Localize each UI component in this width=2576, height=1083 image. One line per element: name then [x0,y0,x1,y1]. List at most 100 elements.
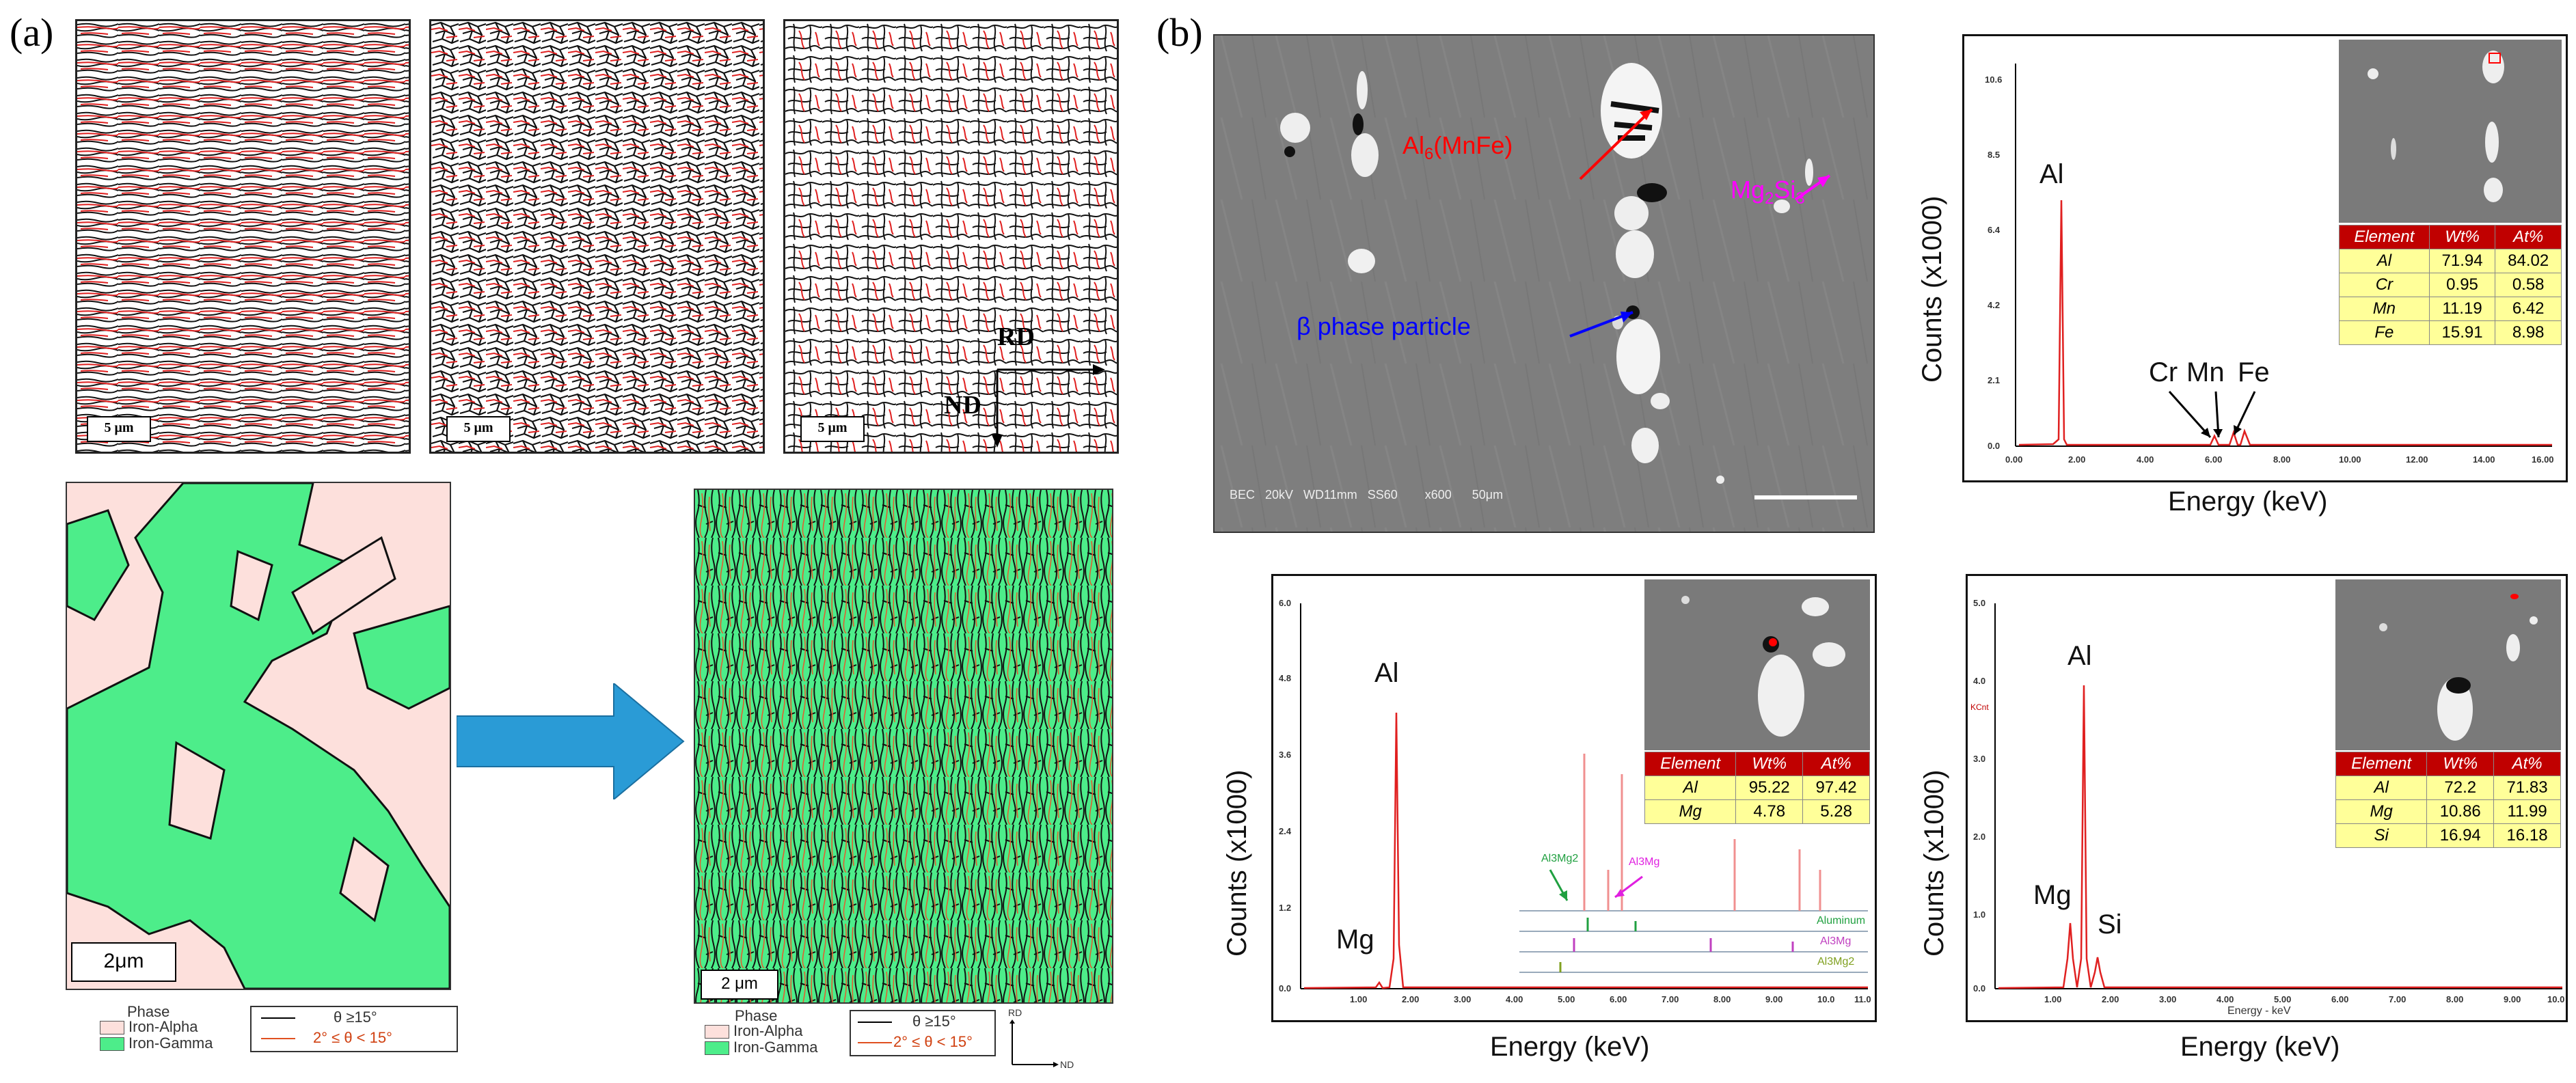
eds-3-plot [1994,603,2562,989]
eds3-ylabel: Counts (x1000) [1919,769,1949,957]
eds3-cell: 72.2 [2426,776,2495,800]
eds2-xtick-2: 3.00 [1454,994,1472,1004]
grain-boundary-pattern-3 [785,21,1117,452]
eds-spectrum-1: 10.6 8.5 6.4 4.2 2.1 0.0 0.00 2.00 4.00 … [1962,34,2568,482]
legend-title: Phase [127,1003,170,1020]
eds2-ytick-4: 1.2 [1279,903,1292,913]
eds1-peak-mn: Mn [2186,357,2225,387]
eds3-cell: 10.86 [2426,799,2495,824]
scale-bar-phase-after: 2 μm [701,970,778,1000]
label-mg-sub: 2 [1765,189,1774,208]
eds1-cell: 15.91 [2428,320,2496,345]
eds1-ytick-4: 2.1 [1988,375,2001,385]
hagb-line [261,1017,295,1019]
eds1-peak-fe: Fe [2238,357,2270,387]
eds-2-plot [1300,603,1868,989]
eds2-cell: Mg [1644,799,1737,824]
sem-micrograph: Al6(MnFe) Mg2Si3 β phase particle BEC 20… [1213,34,1875,533]
eds-spectrum-3: 5.0 4.0 3.0 2.0 1.0 0.0 KCnt 1.00 2.00 3… [1966,574,2568,1022]
eds2-ref-al3mg2-a: Al3Mg2 [1541,853,1579,864]
eds1-ylabel: Counts (x1000) [1917,195,1947,383]
label-si-text: Si [1774,176,1796,204]
eds1-inset-graphic [2339,40,2562,223]
eds2-peak-al: Al [1374,658,1399,688]
eds2-xtick-5: 6.00 [1610,994,1627,1004]
eds2-ref-al3mg-b: Al3Mg [1820,935,1852,947]
eds3-ytick-5: 0.0 [1973,983,1986,993]
eds3-cell: 11.99 [2493,799,2561,824]
eds2-inset-graphic [1644,579,1870,750]
eds1-cell: Al [2339,249,2430,273]
eds2-xtick-0: 1.00 [1350,994,1368,1004]
eds3-cell: Mg [2335,799,2428,824]
eds1-cell: 0.95 [2428,273,2496,297]
label-si-sub: 3 [1795,189,1805,208]
label-al6mnfe: Al6(MnFe) [1402,131,1513,164]
eds1-xlabel: Energy (keV) [2168,486,2328,517]
ebsd-micrograph-2: 5 μm [429,19,765,454]
eds1-th-wt: Wt% [2428,225,2496,249]
eds3-cell: Si [2335,823,2428,848]
eds3-ytick-1: 4.0 [1973,676,1986,686]
eds1-xtick-5: 10.00 [2339,454,2361,465]
eds3-xtick-1: 2.00 [2102,994,2119,1004]
alpha-swatch [100,1021,124,1034]
eds2-ylabel: Counts (x1000) [1222,769,1252,957]
scale-bar-2: 5 μm [446,416,511,442]
eds2-peak-mg: Mg [1336,924,1374,955]
eds3-cell: 71.83 [2493,776,2561,800]
eds2-cell: 95.22 [1735,776,1804,800]
ebsd-micrograph-1: 5 μm [75,19,411,454]
eds2-xtick-7: 8.00 [1713,994,1731,1004]
eds2-th-element: Element [1644,752,1737,776]
eds2-th-wt: Wt% [1735,752,1804,776]
eds2-th-at: At% [1802,752,1870,776]
gamma-swatch [100,1037,124,1051]
eds2-cell: 97.42 [1802,776,1870,800]
eds2-xtick-3: 4.00 [1506,994,1523,1004]
eds1-ytick-2: 6.4 [1988,225,2001,235]
eds2-xtick-1: 2.00 [1402,994,1420,1004]
eds3-ytick-0: 5.0 [1973,598,1986,608]
eds3-th-element: Element [2335,752,2428,776]
eds2-ytick-1: 4.8 [1279,673,1292,683]
legend-phase-alpha-after: Iron-Alpha [733,1022,803,1039]
eds2-xtick-8: 9.00 [1765,994,1783,1004]
eds1-cell: 6.42 [2495,297,2562,321]
eds2-cell: 4.78 [1735,799,1804,824]
eds2-ref-al3mg2-b: Al3Mg2 [1817,956,1855,968]
legend-hagb-after: θ ≥15° [912,1013,956,1030]
eds2-cell: Al [1644,776,1737,800]
rd-axis-label: RD [997,323,1035,351]
eds2-ytick-0: 6.0 [1279,598,1292,608]
eds1-cell: 0.58 [2495,273,2562,297]
eds1-ytick-0: 10.6 [1985,74,2003,85]
legend-title-after: Phase [735,1007,778,1024]
eds3-xtick-8: 9.00 [2504,994,2521,1004]
eds2-xtick-10: 11.0 [1854,994,1871,1004]
panel-a-label: (a) [10,10,54,55]
eds1-ytick-5: 0.0 [1988,441,2001,451]
label-al6-sub: 6 [1424,145,1434,164]
eds1-cell: 71.94 [2428,249,2496,273]
sem-particles [1215,36,1873,532]
eds3-xtick-7: 8.00 [2446,994,2464,1004]
eds1-xtick-2: 4.00 [2137,454,2154,465]
legend-lagb: 2° ≤ θ < 15° [313,1029,392,1046]
eds3-cell: Al [2335,776,2428,800]
phase-legend-before: Phase Iron-Alpha Iron-Gamma θ ≥15° 2° ≤ … [66,1003,476,1071]
eds2-ytick-2: 3.6 [1279,750,1292,760]
eds1-xtick-1: 2.00 [2068,454,2086,465]
eds3-ytick-4: 1.0 [1973,909,1986,920]
eds1-cell: 84.02 [2495,249,2562,273]
eds2-ytick-5: 0.0 [1279,983,1292,993]
eds1-xtick-8: 16.00 [2532,454,2554,465]
eds2-ref-al3mg-a: Al3Mg [1629,856,1660,868]
eds3-sub-xlabel: Energy - keV [2227,1005,2291,1017]
eds2-xtick-4: 5.00 [1558,994,1575,1004]
legend-hagb: θ ≥15° [334,1009,377,1026]
eds3-xtick-5: 6.00 [2331,994,2349,1004]
eds1-composition-table: Element Wt% At% Al 71.94 84.02 Cr 0.95 0.58 Mn… [2339,225,2562,345]
eds3-inset-image [2335,579,2561,750]
eds3-ytick-3: 2.0 [1973,832,1986,842]
